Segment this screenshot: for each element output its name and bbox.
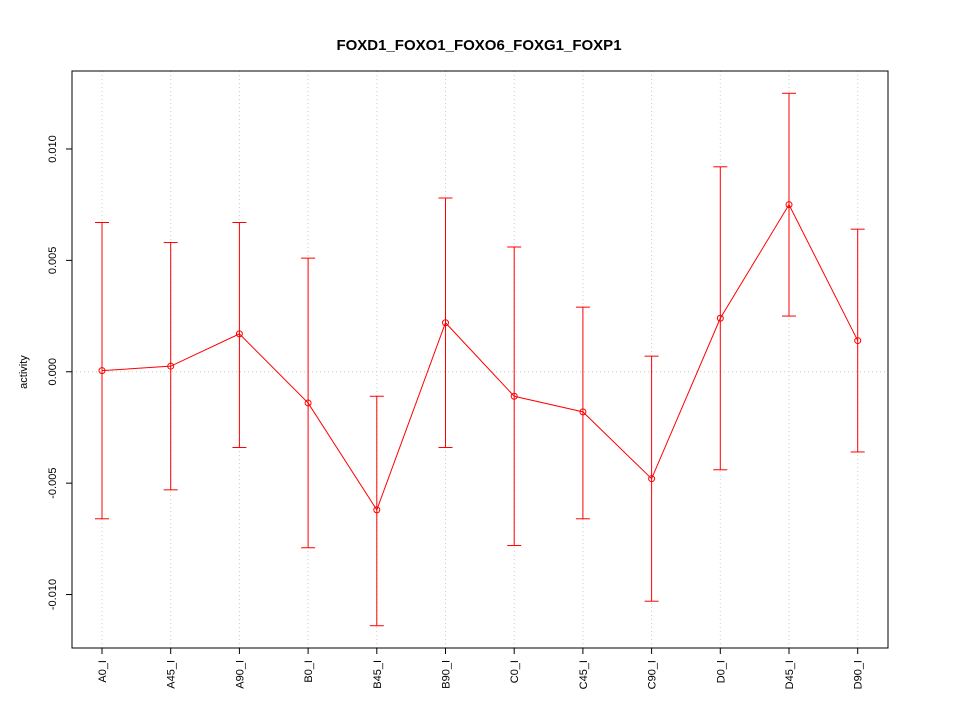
data-point <box>442 319 449 327</box>
data-point <box>648 475 656 483</box>
y-tick-label: -0.005 <box>47 468 59 499</box>
data-point <box>510 392 518 400</box>
x-tick-label: C90_I <box>647 660 659 689</box>
x-tick-label: B90_I <box>441 660 453 689</box>
y-tick-label: 0.000 <box>47 358 59 386</box>
x-tick-label: A90_I <box>234 660 246 689</box>
data-point <box>373 506 381 514</box>
x-tick-label: A45_I <box>166 660 178 689</box>
data-point <box>579 408 587 416</box>
plot-border <box>71 70 889 649</box>
x-tick-label: C0_I <box>509 660 521 683</box>
x-tick-label: A0_I <box>97 660 109 683</box>
y-tick-label: -0.010 <box>47 579 59 610</box>
x-tick-label: B0_I <box>303 660 315 683</box>
axes: -0.010 -0.005 0.000 0.005 0.010 A0_I A45_I A90_… <box>47 135 865 689</box>
x-tick-label: B45_I <box>372 660 384 689</box>
x-tick-label: C45_I <box>578 660 590 689</box>
data-point <box>785 201 793 209</box>
data-point <box>167 362 175 370</box>
x-tick-label: D90_I <box>853 660 865 689</box>
data-point <box>716 314 724 322</box>
x-tick-label: D0_I <box>715 660 727 683</box>
chart-title: FOXD1_FOXO1_FOXO6_FOXG1_FOXP1 <box>336 37 621 54</box>
x-tick-label: D45_I <box>784 660 796 689</box>
data-point <box>98 367 106 375</box>
y-axis-label: activity <box>18 355 30 389</box>
data-point <box>304 399 312 407</box>
y-tick-label: 0.005 <box>47 247 59 275</box>
y-tick-label: 0.010 <box>47 135 59 163</box>
data-point <box>854 337 862 345</box>
series-line <box>101 203 859 511</box>
data-point <box>235 330 243 338</box>
data-series <box>95 92 865 627</box>
